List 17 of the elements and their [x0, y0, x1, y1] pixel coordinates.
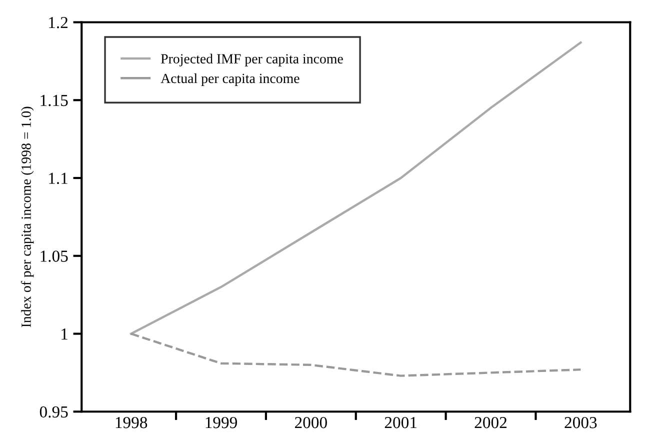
y-tick-label: 0.95	[40, 406, 68, 418]
legend-label: Projected IMF per capita income	[160, 54, 343, 66]
y-tick-label: 1.2	[49, 16, 68, 28]
y-tick-label: 1	[62, 328, 68, 340]
x-tick-label: 2002	[474, 416, 507, 428]
x-tick-label: 1999	[206, 417, 237, 428]
line-series	[130, 332, 582, 377]
y-tick-label: 1.05	[40, 250, 68, 262]
y-tick-label: 1.15	[40, 94, 68, 106]
line-series	[130, 41, 582, 335]
y-tick-label: 1.1	[49, 172, 68, 184]
x-tick-label: 1998	[116, 416, 148, 428]
x-tick-label: 2000	[294, 416, 327, 428]
x-tick-label: 2003	[564, 416, 597, 428]
x-tick-label: 2001	[384, 416, 417, 428]
y-axis-title: Index of per capita income (1998 = 1.0)	[20, 106, 34, 328]
legend-label: Actual per capita income	[160, 73, 300, 86]
